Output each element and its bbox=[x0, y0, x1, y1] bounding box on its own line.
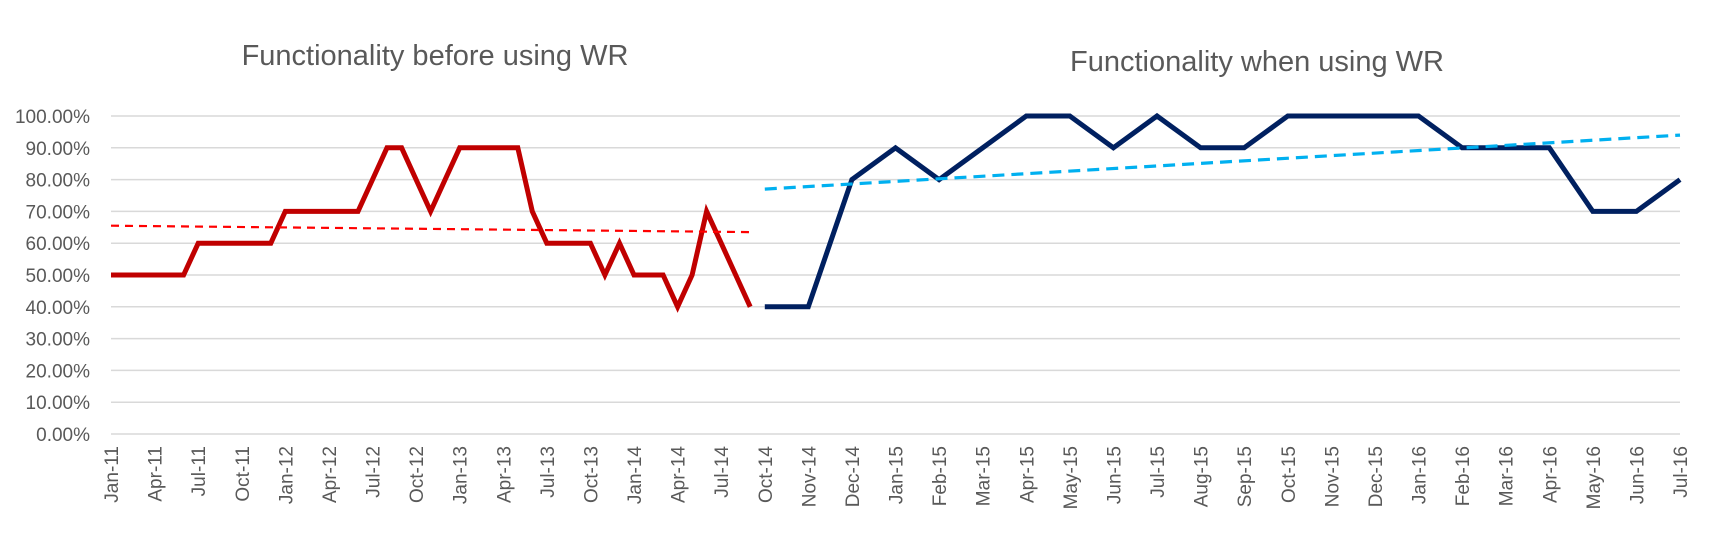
x-tick-label: Oct-13 bbox=[581, 446, 602, 503]
x-tick-label: Jan-12 bbox=[276, 446, 297, 504]
x-tick-label: Feb-16 bbox=[1453, 446, 1474, 506]
x-tick-label: Oct-11 bbox=[233, 446, 254, 502]
x-tick-label: Nov-15 bbox=[1322, 446, 1343, 507]
x-tick-label: Jan-13 bbox=[451, 446, 472, 504]
x-tick-label: Jul-16 bbox=[1671, 446, 1692, 498]
y-axis-ticks: 0.00% 10.00% 20.00% 30.00% 40.00% 50.00% 60.00… bbox=[15, 107, 90, 446]
x-tick-label: Apr-14 bbox=[669, 446, 690, 503]
x-tick-label: Jul-13 bbox=[538, 446, 559, 498]
series bbox=[110, 112, 1682, 313]
series-before-trendline bbox=[110, 224, 751, 234]
chart-title-before: Functionality before using WR bbox=[242, 40, 629, 72]
x-tick-label: Oct-15 bbox=[1279, 446, 1300, 503]
gridlines bbox=[111, 115, 1680, 435]
y-tick-label: 20.00% bbox=[26, 361, 91, 382]
x-tick-label: Jun-16 bbox=[1627, 446, 1648, 504]
x-tick-label: Mar-16 bbox=[1497, 446, 1518, 506]
y-tick-label: 70.00% bbox=[26, 202, 91, 223]
x-tick-label: Jan-14 bbox=[625, 446, 646, 505]
x-tick-label: Jul-12 bbox=[364, 446, 385, 498]
x-tick-label: Jul-15 bbox=[1148, 446, 1169, 498]
x-tick-label: May-16 bbox=[1584, 446, 1605, 509]
x-tick-label: Sep-15 bbox=[1235, 446, 1256, 507]
x-tick-label: Apr-12 bbox=[320, 446, 341, 503]
x-tick-label: Mar-15 bbox=[974, 446, 995, 506]
x-tick-label: Feb-15 bbox=[930, 446, 951, 506]
y-tick-label: 90.00% bbox=[26, 139, 91, 160]
chart-title-after: Functionality when using WR bbox=[1070, 46, 1444, 78]
y-tick-label: 60.00% bbox=[26, 234, 91, 255]
y-tick-label: 80.00% bbox=[26, 171, 91, 192]
series-after-trendline bbox=[764, 133, 1681, 191]
x-tick-label: Aug-15 bbox=[1192, 446, 1213, 507]
x-tick-label: Apr-13 bbox=[494, 446, 515, 503]
x-tick-label: Apr-16 bbox=[1540, 446, 1561, 503]
x-tick-label: May-15 bbox=[1061, 446, 1082, 509]
x-tick-label: Jan-16 bbox=[1410, 446, 1431, 504]
x-tick-label: Oct-14 bbox=[756, 446, 777, 503]
x-tick-label: Jun-15 bbox=[1104, 446, 1125, 504]
y-tick-label: 40.00% bbox=[26, 298, 91, 319]
series-after-line bbox=[764, 112, 1682, 310]
y-tick-label: 0.00% bbox=[36, 425, 90, 446]
x-tick-label: Nov-14 bbox=[799, 446, 820, 508]
series-before-line bbox=[111, 145, 753, 313]
x-tick-label: Jul-14 bbox=[712, 446, 733, 498]
x-tick-label: Apr-11 bbox=[146, 446, 167, 502]
x-tick-label: Apr-15 bbox=[1017, 446, 1038, 503]
x-tick-label: Jul-11 bbox=[189, 446, 210, 496]
y-tick-label: 30.00% bbox=[26, 330, 91, 351]
x-tick-label: Oct-12 bbox=[407, 446, 428, 503]
x-tick-label: Jan-11 bbox=[102, 446, 123, 503]
y-tick-label: 100.00% bbox=[15, 107, 90, 128]
x-tick-label: Dec-14 bbox=[843, 446, 864, 508]
x-tick-label: Dec-15 bbox=[1366, 446, 1387, 507]
y-tick-label: 10.00% bbox=[26, 393, 91, 414]
y-tick-label: 50.00% bbox=[26, 266, 91, 287]
x-axis-ticks: Jan-11 Apr-11 Jul-11 Oct-11 Jan-12 Apr-12 Jul-… bbox=[102, 446, 1692, 510]
x-tick-label: Jan-15 bbox=[887, 446, 908, 504]
